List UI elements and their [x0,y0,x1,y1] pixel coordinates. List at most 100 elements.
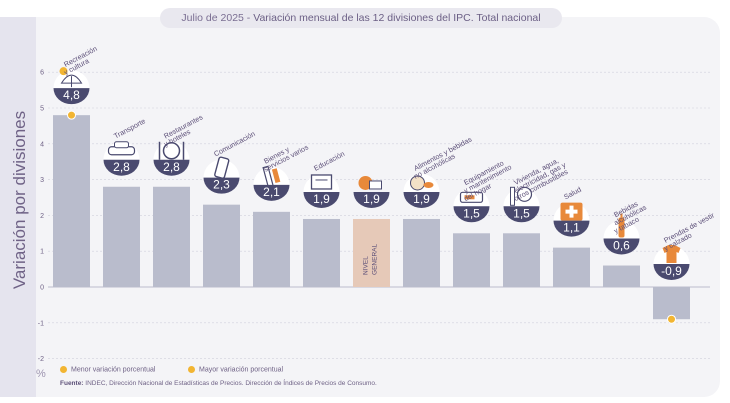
y-tick-label: 6 [40,70,44,77]
legend-min: Menor variación porcentual [60,366,155,373]
value-bubble [53,88,90,105]
cross-h [565,209,578,214]
chart-panel [36,17,720,397]
y-tick-label: 3 [40,177,44,184]
food-shape [410,175,425,191]
unit-symbol: % [36,368,46,380]
book-shape [310,174,333,190]
legend-max-label: Mayor variación porcentual [199,366,284,374]
bar [403,218,440,287]
bar [303,218,340,287]
source-label: Fuente: [60,380,84,387]
sun-shape [59,67,68,76]
bar [653,287,690,320]
bar [553,247,590,287]
car-top [114,141,129,149]
bottle-shape [618,217,625,238]
bulb-shape [516,186,533,202]
value-label: 2,3 [213,178,230,192]
max-marker [67,110,76,120]
y-tick-label: -2 [38,356,44,363]
bar [503,233,540,287]
source-text: INDEC, Dirección Nacional de Estadística… [85,380,377,387]
bar [203,204,240,287]
value-label: 4,8 [63,88,80,102]
bar [53,115,90,287]
value-label: 2,1 [263,185,280,199]
value-bubble [353,191,390,208]
value-label: 2,8 [113,160,130,174]
y-axis-band [0,17,36,397]
source-note: Fuente: INDEC, Dirección Nacional de Est… [60,380,377,387]
value-label: 2,8 [163,160,180,174]
value-label: 1,5 [463,206,480,220]
tube-shape [510,186,515,206]
value-bubble [403,191,440,208]
bar [103,186,140,287]
brush-shape [271,168,281,184]
category-label: Educación [312,149,346,173]
value-bubble [453,206,490,223]
title-period: Julio de 2025 [181,12,244,24]
value-label: 1,9 [313,192,330,206]
legend-max-marker [188,366,195,373]
value-bubble [253,184,290,201]
legend-min-label: Menor variación porcentual [71,366,156,374]
phone-shape [214,156,230,179]
bar [153,186,190,287]
appliance-panel [464,195,475,200]
chart-title: Julio de 2025 - Variación mensual de las… [160,8,562,28]
value-bubble [203,177,240,194]
bar-group: NIVEL GENERAL 1,9 [353,175,390,287]
title-text: Variación mensual de las 12 divisiones d… [253,12,541,24]
bar-general-label: NIVEL [363,256,370,275]
bar-group: 1,1 Salud [553,185,590,287]
bar [253,211,290,287]
bottle-neck [620,213,623,219]
y-tick-label: 1 [40,249,44,256]
bar [603,265,640,287]
value-bubble [503,206,540,223]
y-tick-label: -1 [38,320,44,327]
value-label: 1,9 [363,192,380,206]
food-shape-2 [423,181,434,188]
value-bubble [103,159,140,176]
bar-group: 2,8 Transporte [103,116,147,287]
title-separator: - [243,12,254,24]
icon-halo [253,166,290,185]
y-tick-label: 4 [40,141,44,148]
y-tick-label: 5 [40,106,44,113]
value-bubble [553,220,590,237]
y-tick-label: 0 [40,285,44,292]
legend-max: Mayor variación porcentual [188,366,283,373]
y-tick-label: 2 [40,213,44,220]
min-marker [667,314,676,324]
plate-shape [162,142,181,160]
value-bubble [303,191,340,208]
bar-general-label: GENERAL [372,244,379,275]
category-label: Salud [562,185,582,202]
value-label: 1,5 [513,206,530,220]
value-label: 1,1 [563,221,580,235]
value-label: 0,6 [613,239,630,253]
shirt-shape [662,245,681,263]
legend-min-marker [60,366,67,373]
value-bubble [653,264,690,280]
value-bubble [603,238,640,255]
general-icon-cart [369,180,382,190]
bar [453,233,490,287]
bar-group: 1,9 Educación [303,149,346,287]
value-label: -0,9 [661,264,682,278]
category-label: Transporte [112,116,147,140]
bar-general [353,218,390,287]
value-label: 1,9 [413,192,430,206]
value-bubble [153,159,190,176]
